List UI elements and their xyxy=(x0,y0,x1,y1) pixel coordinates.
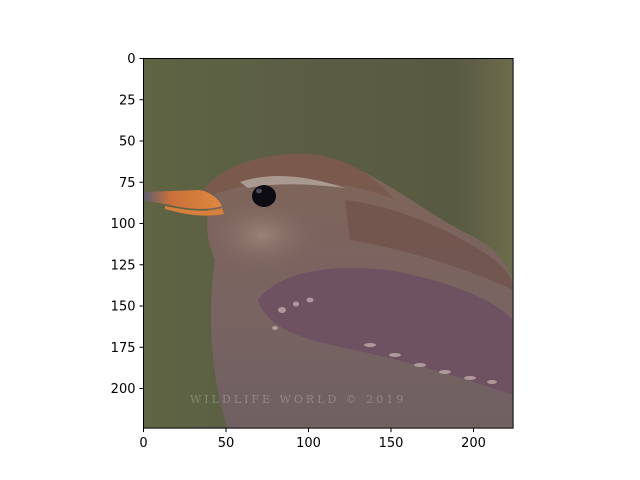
wing-bars xyxy=(272,297,497,384)
x-axis: 0 50 100 150 200 xyxy=(139,428,486,451)
y-axis: 0 25 50 75 100 125 150 175 200 xyxy=(111,52,144,397)
y-tick-label: 175 xyxy=(111,341,136,356)
y-tick-label: 50 xyxy=(119,135,136,150)
x-tick-label: 150 xyxy=(379,436,404,451)
wren-crown xyxy=(200,153,395,200)
wren-beak xyxy=(143,190,222,209)
wren-beak-lower xyxy=(165,206,224,216)
watermark: WILDLIFE WORLD © 2019 xyxy=(190,393,406,406)
wren-cheek xyxy=(207,200,317,270)
wren-eyebrow xyxy=(240,176,345,188)
x-tick-label: 200 xyxy=(461,436,486,451)
y-tick-label: 75 xyxy=(119,176,136,191)
x-tick-label: 50 xyxy=(218,436,235,451)
y-tick-label: 0 xyxy=(127,52,135,67)
wren-eye-highlight xyxy=(256,188,262,194)
y-tick-label: 125 xyxy=(111,258,136,273)
x-tick-label: 100 xyxy=(296,436,321,451)
plot-frame xyxy=(143,58,514,429)
wren-wing xyxy=(258,267,513,395)
y-tick-label: 25 xyxy=(119,93,136,108)
x-tick-label: 0 xyxy=(139,436,147,451)
y-tick-label: 150 xyxy=(111,300,136,315)
wren-bird xyxy=(143,153,514,429)
photo: WILDLIFE WORLD © 2019 xyxy=(143,58,514,429)
y-tick-label: 200 xyxy=(111,382,136,397)
y-tick-label: 100 xyxy=(111,217,136,232)
wren-shoulder xyxy=(345,200,513,290)
wren-eye xyxy=(252,185,276,207)
